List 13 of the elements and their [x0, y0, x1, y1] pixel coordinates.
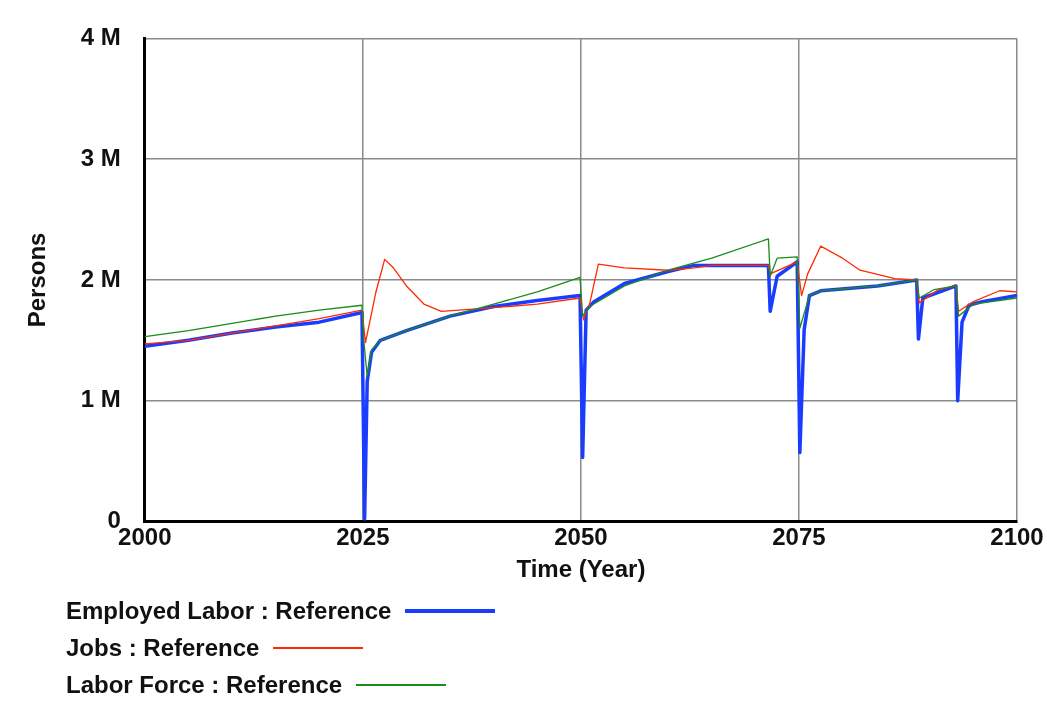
y-axis-title: Persons — [23, 232, 51, 328]
legend-label: Employed Labor : Reference — [66, 596, 392, 625]
x-tick-label: 2075 — [772, 523, 826, 551]
x-tick-label: 2050 — [554, 523, 608, 551]
x-tick-label: 2025 — [336, 523, 390, 551]
x-axis-title: Time (Year) — [516, 555, 646, 583]
y-tick-label: 4 M — [80, 23, 121, 51]
y-tick-label: 1 M — [80, 385, 121, 413]
legend-label: Jobs : Reference — [66, 633, 260, 662]
legend-label: Labor Force : Reference — [66, 670, 343, 699]
y-tick-label: 3 M — [80, 143, 121, 171]
y-tick-label: 2 M — [80, 264, 121, 292]
x-tick-label: 2100 — [990, 523, 1044, 551]
